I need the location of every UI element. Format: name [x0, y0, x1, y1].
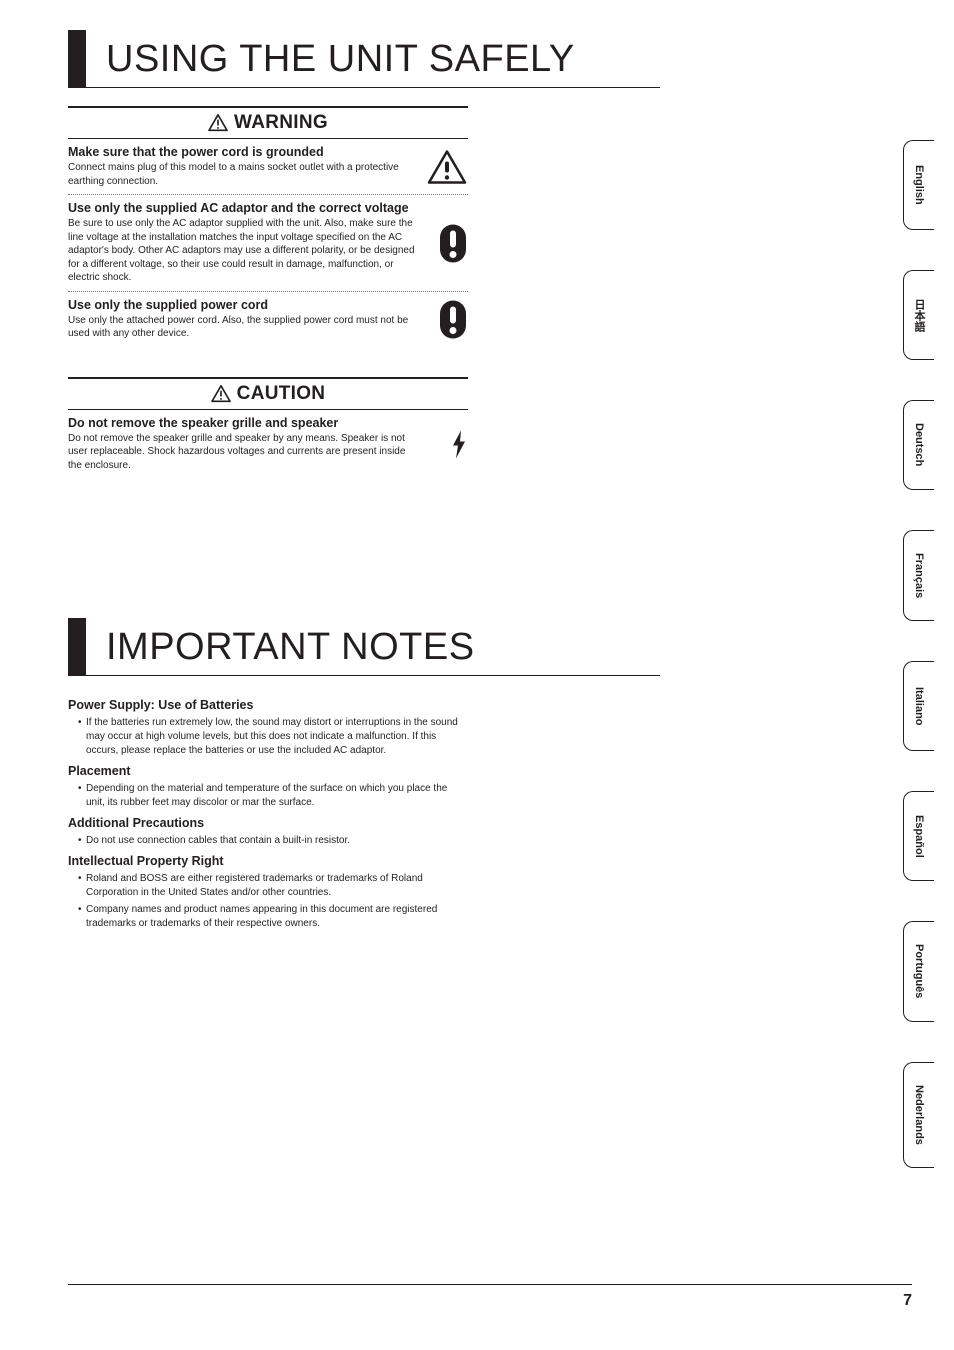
- note-list: If the batteries run extremely low, the …: [68, 716, 468, 758]
- note-list: Roland and BOSS are either registered tr…: [68, 872, 468, 931]
- note-item: Do not use connection cables that contai…: [78, 834, 468, 848]
- note-item: Depending on the material and temperatur…: [78, 782, 468, 810]
- lang-tab-italiano[interactable]: Italiano: [903, 661, 934, 751]
- block-title: Use only the supplied power cord: [68, 298, 420, 312]
- warning-block: Use only the supplied power cord Use onl…: [68, 298, 468, 347]
- lang-tab-portugues[interactable]: Português: [903, 921, 934, 1021]
- note-title: Placement: [68, 764, 468, 778]
- page-number: 7: [903, 1292, 912, 1310]
- note-item: Company names and product names appearin…: [78, 903, 468, 931]
- caution-triangle-icon: [211, 385, 231, 403]
- lang-tab-english[interactable]: English: [903, 140, 934, 230]
- language-tabs: English 日本語 Deutsch Français Italiano Es…: [903, 140, 934, 1168]
- block-body: Connect mains plug of this model to a ma…: [68, 161, 420, 188]
- warning-label: WARNING: [234, 112, 328, 134]
- warning-header: WARNING: [68, 106, 468, 139]
- lang-tab-espanol[interactable]: Español: [903, 791, 934, 881]
- heading-safety-text: USING THE UNIT SAFELY: [106, 30, 575, 87]
- heading-notes-text: IMPORTANT NOTES: [106, 618, 475, 675]
- caution-section: CAUTION Do not remove the speaker grille…: [68, 377, 468, 479]
- roundrect-exclaim-icon: [438, 299, 468, 346]
- note-title: Intellectual Property Right: [68, 854, 468, 868]
- roundrect-exclaim-icon: [438, 222, 468, 269]
- warning-triangle-icon: [208, 114, 228, 132]
- heading-notes: IMPORTANT NOTES: [68, 618, 660, 676]
- note-title: Power Supply: Use of Batteries: [68, 698, 468, 712]
- block-title: Do not remove the speaker grille and spe…: [68, 416, 420, 430]
- block-title: Make sure that the power cord is grounde…: [68, 145, 420, 159]
- lang-tab-nederlands[interactable]: Nederlands: [903, 1062, 934, 1168]
- bolt-icon: [450, 429, 468, 464]
- note-title: Additional Precautions: [68, 816, 468, 830]
- warning-section: WARNING Make sure that the power cord is…: [68, 106, 468, 347]
- block-title: Use only the supplied AC adaptor and the…: [68, 201, 420, 215]
- footer-rule: [68, 1284, 912, 1285]
- lang-tab-francais[interactable]: Français: [903, 530, 934, 621]
- caution-header: CAUTION: [68, 377, 468, 410]
- block-body: Do not remove the speaker grille and spe…: [68, 432, 420, 473]
- note-item: If the batteries run extremely low, the …: [78, 716, 468, 758]
- lang-tab-japanese[interactable]: 日本語: [903, 270, 934, 360]
- note-list: Do not use connection cables that contai…: [68, 834, 468, 848]
- triangle-outline-icon: [426, 148, 468, 191]
- notes-section: Power Supply: Use of Batteries If the ba…: [68, 698, 468, 931]
- caution-block: Do not remove the speaker grille and spe…: [68, 416, 468, 479]
- block-body: Be sure to use only the AC adaptor suppl…: [68, 217, 420, 285]
- heading-bar: [68, 30, 86, 87]
- caution-label: CAUTION: [237, 383, 326, 405]
- page-content: USING THE UNIT SAFELY WARNING Make sure …: [0, 0, 660, 931]
- note-list: Depending on the material and temperatur…: [68, 782, 468, 810]
- warning-block: Make sure that the power cord is grounde…: [68, 145, 468, 195]
- note-item: Roland and BOSS are either registered tr…: [78, 872, 468, 900]
- block-body: Use only the attached power cord. Also, …: [68, 314, 420, 341]
- warning-block: Use only the supplied AC adaptor and the…: [68, 201, 468, 292]
- heading-bar: [68, 618, 86, 675]
- lang-tab-deutsch[interactable]: Deutsch: [903, 400, 934, 490]
- heading-safety: USING THE UNIT SAFELY: [68, 30, 660, 88]
